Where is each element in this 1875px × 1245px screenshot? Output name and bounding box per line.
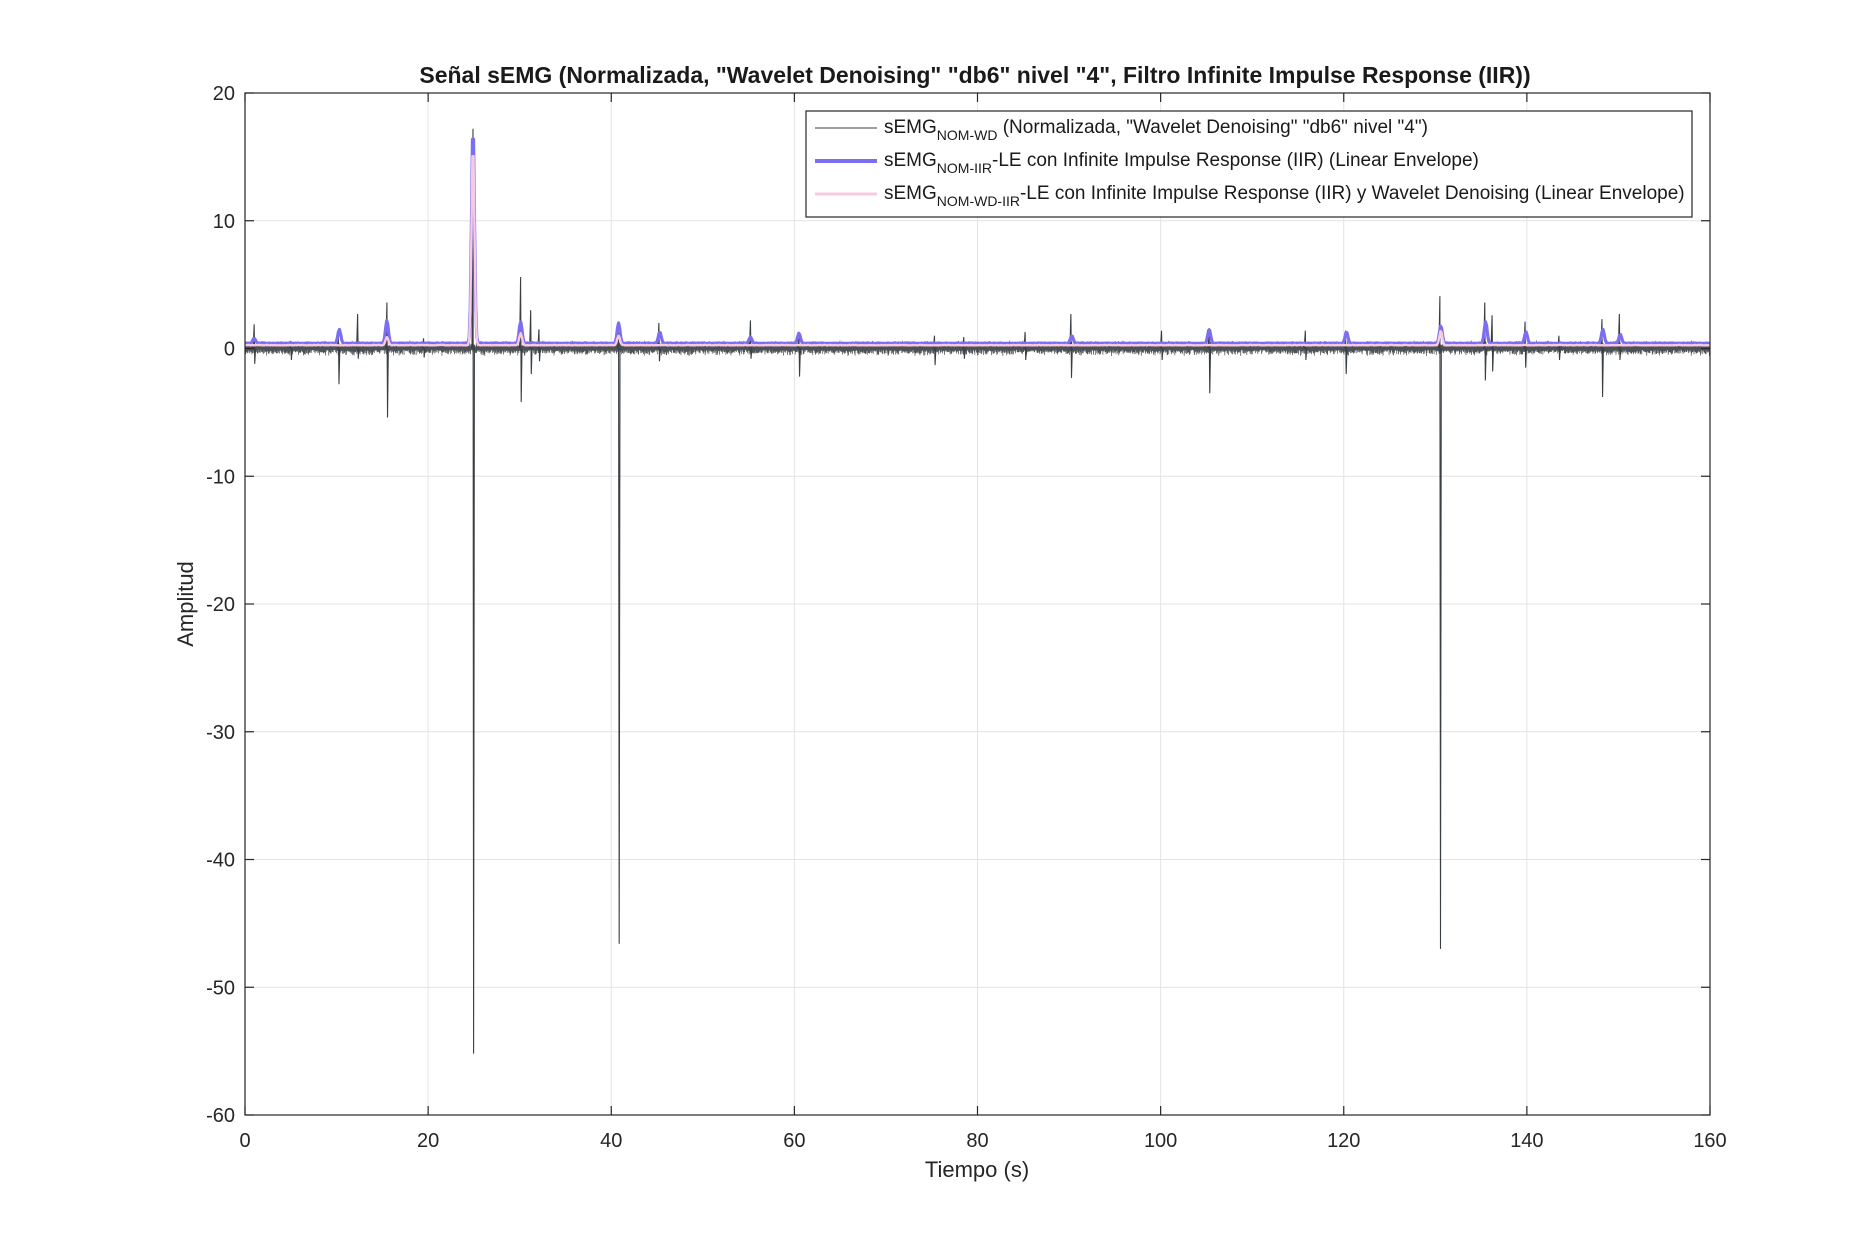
series-wd-iir-envelope xyxy=(245,154,1710,347)
x-tick-label: 80 xyxy=(966,1130,988,1152)
series-wd-spike xyxy=(252,324,257,364)
legend: sEMGNOM-WD (Normalizada, "Wavelet Denois… xyxy=(805,110,1693,218)
series-wd-trace xyxy=(245,340,1710,357)
y-axis-label: Amplitud xyxy=(173,561,198,647)
series-wd-spike xyxy=(797,333,801,377)
x-tick-label: 100 xyxy=(1144,1130,1177,1152)
y-tick-label: -50 xyxy=(206,977,235,999)
series-layer xyxy=(245,128,1710,1054)
x-tick-label: 140 xyxy=(1510,1130,1543,1152)
series-wd-spike xyxy=(1438,296,1442,949)
x-tick-label: 40 xyxy=(600,1130,622,1152)
legend-entry-wd_iir: sEMGNOM-WD-IIR-LE con Infinite Impulse R… xyxy=(884,183,1685,209)
series-iir-envelope xyxy=(245,137,1710,345)
x-tick-label: 60 xyxy=(783,1130,805,1152)
y-tick-label: 20 xyxy=(213,83,235,105)
legend-entry-iir: sEMGNOM-IIR-LE con Infinite Impulse Resp… xyxy=(884,150,1479,176)
y-tick-label: -60 xyxy=(206,1105,235,1127)
x-tick-label: 20 xyxy=(417,1130,439,1152)
y-tick-label: -40 xyxy=(206,850,235,872)
y-tick-label: -20 xyxy=(206,594,235,616)
y-tick-label: 0 xyxy=(224,339,235,361)
x-tick-label: 160 xyxy=(1693,1130,1726,1152)
legend-entry-wd: sEMGNOM-WD (Normalizada, "Wavelet Denois… xyxy=(884,117,1428,143)
x-tick-label: 120 xyxy=(1327,1130,1360,1152)
x-tick-label: 0 xyxy=(239,1130,250,1152)
x-axis-label: Tiempo (s) xyxy=(925,1157,1029,1182)
plot-area: 0 20 40 60 80 100 120 140 16020100-10-20-30-40-5… xyxy=(206,83,1727,1152)
y-tick-label: -10 xyxy=(206,466,235,488)
y-tick-label: 10 xyxy=(213,211,235,233)
chart-title: Señal sEMG (Normalizada, "Wavelet Denois… xyxy=(419,62,1530,88)
series-wd-spike xyxy=(356,313,360,359)
y-tick-label: -30 xyxy=(206,722,235,744)
series-wd-spike xyxy=(519,276,523,403)
axis-ticks: 0 20 40 60 80 100 120 140 16020100-10-20-30-40-5… xyxy=(206,83,1727,1152)
legend-box xyxy=(805,110,1693,218)
